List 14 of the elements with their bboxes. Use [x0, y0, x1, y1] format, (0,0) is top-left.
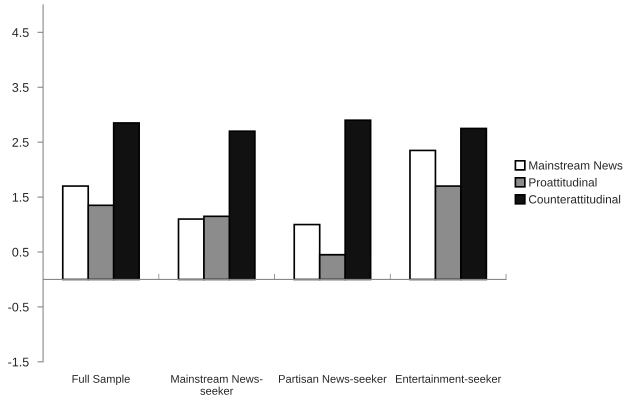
- y-tick-label: 4.5: [12, 28, 29, 37]
- y-tick-label: -0.5: [8, 302, 29, 312]
- x-tick-label: Entertainment-seeker: [396, 374, 502, 383]
- legend-label: Proattitudinal: [529, 178, 596, 187]
- y-tick-label: -1.5: [8, 358, 29, 366]
- y-tick-label: 1.5: [12, 193, 29, 202]
- y-tick-label: 2.5: [12, 138, 29, 147]
- x-tick-label: Partisan News-seeker: [279, 374, 387, 383]
- x-tick-label: Full Sample: [72, 374, 130, 386]
- x-tick-label: Mainstream News- seeker: [171, 374, 263, 395]
- y-tick-label: 3.5: [12, 83, 29, 92]
- legend-label: Mainstream News: [529, 160, 622, 170]
- legend-label: Counterattitudinal: [528, 194, 620, 204]
- y-tick-label: 0.5: [12, 248, 29, 257]
